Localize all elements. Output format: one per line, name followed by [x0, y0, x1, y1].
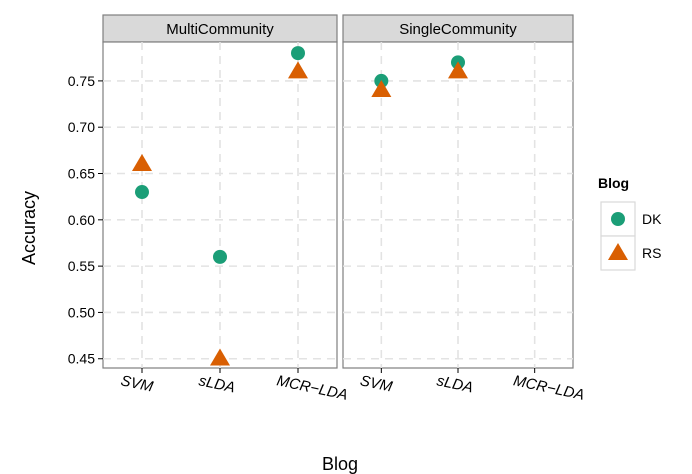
y-tick-label: 0.45 — [68, 351, 95, 367]
y-tick-label: 0.75 — [68, 73, 95, 89]
x-tick-label: MCR−LDA — [512, 372, 586, 404]
panel-singlecommunity: SingleCommunity SVM sLDA MCR−LDA — [343, 15, 586, 404]
x-tick-label: sLDA — [197, 372, 236, 396]
x-tick-label: MCR−LDA — [275, 372, 349, 404]
legend-label: DK — [642, 211, 662, 227]
y-tick-label: 0.60 — [68, 212, 95, 228]
y-tick-label: 0.55 — [68, 258, 95, 274]
x-tick-label: sLDA — [435, 372, 474, 396]
y-tick-label: 0.70 — [68, 119, 95, 135]
facet-strip-label: SingleCommunity — [399, 21, 517, 38]
y-tick-label: 0.50 — [68, 304, 95, 320]
x-tick-label: SVM — [359, 372, 395, 395]
x-axis-title: Blog — [322, 454, 358, 474]
legend-item-dk: DK — [601, 202, 662, 236]
legend: Blog DK RS — [598, 175, 662, 270]
facet-strip-label: MultiCommunity — [166, 21, 274, 38]
y-axis: 0.45 0.50 0.55 0.60 0.65 0.70 0.75 — [68, 73, 103, 367]
point-dk — [135, 185, 149, 199]
legend-item-rs: RS — [601, 236, 661, 270]
y-axis-title: Accuracy — [19, 191, 39, 265]
panel-multicommunity: MultiCommunity SVM sLDA MCR−LDA — [103, 15, 349, 404]
legend-title: Blog — [598, 175, 629, 191]
y-tick-label: 0.65 — [68, 166, 95, 182]
x-tick-label: SVM — [119, 372, 155, 395]
legend-label: RS — [642, 245, 661, 261]
legend-symbol-circle — [611, 212, 625, 226]
point-dk — [213, 250, 227, 264]
point-dk — [291, 46, 305, 60]
